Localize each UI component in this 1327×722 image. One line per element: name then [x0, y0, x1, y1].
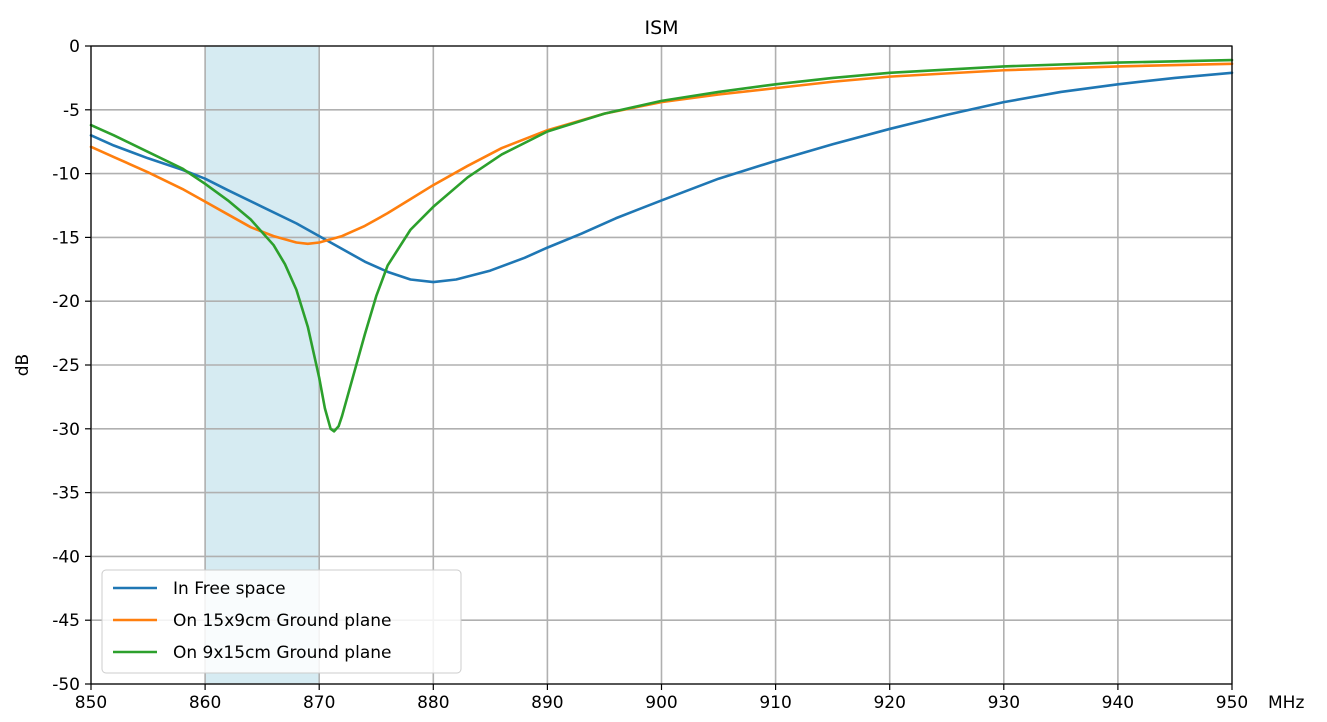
y-tick-label: -45 — [52, 611, 80, 631]
x-axis-unit: MHz — [1268, 693, 1304, 713]
x-tick-label: 850 — [75, 693, 107, 713]
legend-items: In Free space On 15x9cm Ground plane On 9x… — [113, 579, 391, 663]
x-tick-label: 940 — [1102, 693, 1134, 713]
y-axis-label: dB — [13, 354, 33, 376]
y-tick-label: -5 — [63, 101, 80, 121]
y-tick-label: -30 — [52, 420, 80, 440]
x-tick-label: 860 — [189, 693, 221, 713]
x-tick-label: 900 — [645, 693, 677, 713]
chart-title: ISM — [644, 17, 678, 39]
x-tick-label: 880 — [417, 693, 449, 713]
series-layer — [89, 58, 1234, 433]
x-tick-label: 890 — [531, 693, 563, 713]
x-tick-label: 950 — [1216, 693, 1248, 713]
legend-box — [101, 569, 462, 674]
y-tick-label: -10 — [52, 165, 80, 185]
y-tick-label: -15 — [52, 228, 80, 248]
tick-layer: 850 860 870 880 890 900 910 920 930 940 950 0 -5 -10 -… — [52, 37, 1248, 713]
legend-label: On 9x15cm Ground plane — [173, 643, 391, 663]
legend: In Free space On 15x9cm Ground plane On 9x… — [101, 569, 462, 674]
series-line — [89, 58, 1234, 433]
y-tick-label: -40 — [52, 547, 80, 567]
series-line — [89, 62, 1234, 246]
series-line — [89, 71, 1234, 284]
y-tick-label: -20 — [52, 292, 80, 312]
x-tick-label: 920 — [873, 693, 905, 713]
y-tick-label: -25 — [52, 356, 80, 376]
y-tick-label: -35 — [52, 484, 80, 504]
legend-label: In Free space — [173, 579, 286, 599]
y-tick-label: 0 — [69, 37, 80, 57]
y-tick-label: -50 — [52, 675, 80, 695]
x-tick-label: 870 — [303, 693, 335, 713]
legend-label: On 15x9cm Ground plane — [173, 611, 391, 631]
x-tick-label: 930 — [988, 693, 1020, 713]
x-tick-label: 910 — [759, 693, 791, 713]
